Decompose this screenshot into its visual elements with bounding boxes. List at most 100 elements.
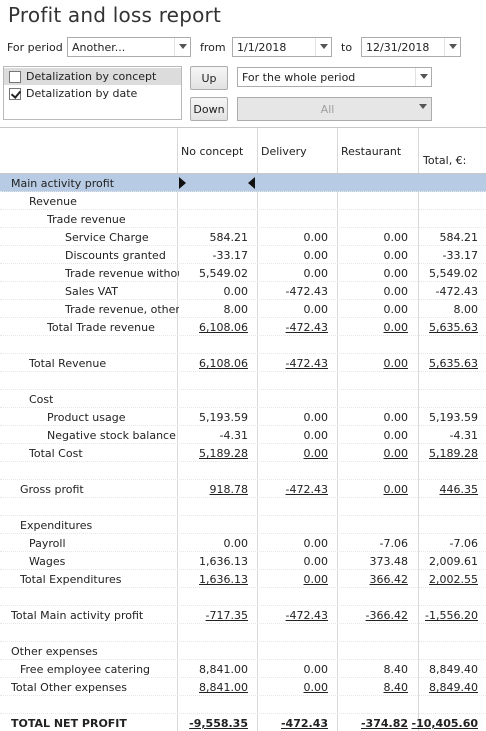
cell-value: 584.21 [209, 231, 249, 244]
table-row[interactable]: Total Trade revenue 6,108.06 -472.43 0.00 5,… [0, 318, 486, 336]
row-label: Free employee catering [20, 663, 151, 676]
spacer-row[interactable] [0, 624, 486, 642]
cell-value: 6,108.06 [199, 357, 248, 370]
cell-value: 0.00 [303, 573, 329, 586]
cell-value: -472.43 [285, 357, 328, 370]
row-label: Total Expenditures [20, 573, 122, 586]
chevron-down-icon[interactable] [415, 68, 431, 86]
cell-value: 1,636.13 [199, 573, 248, 586]
cell-value: 0.00 [383, 321, 409, 334]
row-label: Trade revenue [47, 213, 126, 226]
row-label: Total Other expenses [11, 681, 127, 694]
table-row[interactable]: Cost [0, 390, 486, 408]
to-date-value: 12/31/2018 [366, 41, 430, 54]
table-row[interactable]: Total Expenditures 1,636.13 0.00 366.42 2,00… [0, 570, 486, 588]
row-label: Sales VAT [65, 285, 118, 298]
period-select[interactable]: Another... [67, 37, 191, 57]
row-label: Product usage [47, 411, 126, 424]
table-row[interactable]: Discounts granted -33.17 0.00 0.00 -33.17 [0, 246, 486, 264]
cell-value: -472.43 [285, 609, 328, 622]
table-row[interactable]: Gross profit 918.78 -472.43 0.00 446.35 [0, 480, 486, 498]
option-detalization-by-date[interactable]: Detalization by date [4, 85, 181, 102]
table-row[interactable]: Wages 1,636.13 0.00 373.48 2,009.61 [0, 552, 486, 570]
column-header-delivery[interactable]: Delivery [261, 145, 307, 158]
table-row[interactable]: Free employee catering 8,841.00 0.00 8.40 8,… [0, 660, 486, 678]
cell-value: 2,009.61 [429, 555, 478, 568]
table-row[interactable]: Expenditures [0, 516, 486, 534]
chevron-down-icon[interactable] [315, 38, 331, 56]
table-row[interactable]: Trade revenue without … 5,549.02 0.00 0.00 5… [0, 264, 486, 282]
row-label: Total Cost [29, 447, 83, 460]
cell-value: 0.00 [383, 429, 409, 442]
cell-value: 366.42 [369, 573, 409, 586]
table-row[interactable]: TOTAL NET PROFIT -9,558.35 -472.43 -374.82-… [0, 714, 486, 731]
column-header-restaurant[interactable]: Restaurant [341, 145, 402, 158]
cell-value: 0.00 [383, 303, 409, 316]
row-label: Trade revenue, other [65, 303, 179, 316]
row-label: TOTAL NET PROFIT [11, 717, 127, 730]
table-row[interactable]: Negative stock balance a… -4.31 0.00 0.00 -4… [0, 426, 486, 444]
down-button[interactable]: Down [190, 97, 228, 121]
up-button[interactable]: Up [190, 66, 228, 90]
option-detalization-by-concept[interactable]: Detalization by concept [4, 68, 181, 85]
row-label: Gross profit [20, 483, 84, 496]
cell-value: 5,635.63 [429, 321, 478, 334]
cell-value: 0.00 [303, 249, 329, 262]
column-header-no-concept[interactable]: No concept [181, 145, 244, 158]
table-row[interactable]: Total Cost 5,189.28 0.00 0.00 5,189.28 [0, 444, 486, 462]
cell-value: 584.21 [439, 231, 479, 244]
table-row[interactable]: Total Revenue 6,108.06 -472.43 0.00 5,635.63 [0, 354, 486, 372]
table-row[interactable]: Payroll 0.00 0.00 -7.06 -7.06 [0, 534, 486, 552]
cell-value: -33.17 [212, 249, 248, 262]
table-row[interactable]: Main activity profit [0, 174, 486, 192]
cell-value: 8.40 [383, 681, 409, 694]
concept-checkbox[interactable] [9, 71, 21, 83]
cell-value: 0.00 [303, 303, 329, 316]
cell-value: -366.42 [365, 609, 408, 622]
cell-value: 373.48 [369, 555, 409, 568]
to-date-picker[interactable]: 12/31/2018 [361, 37, 461, 57]
spacer-row[interactable] [0, 696, 486, 714]
cell-value: -4.31 [219, 429, 248, 442]
cell-value: -7.06 [379, 537, 408, 550]
cell-value: 5,189.28 [429, 447, 478, 460]
chevron-down-icon[interactable] [174, 38, 190, 56]
table-row[interactable]: Trade revenue [0, 210, 486, 228]
table-row[interactable]: Total Other expenses 8,841.00 0.00 8.40 8,84… [0, 678, 486, 696]
table-row[interactable]: Other expenses [0, 642, 486, 660]
cell-value: 446.35 [439, 483, 479, 496]
period-scope-select[interactable]: For the whole period [237, 67, 432, 87]
spacer-row[interactable] [0, 588, 486, 606]
spacer-row[interactable] [0, 462, 486, 480]
row-label: Payroll [29, 537, 66, 550]
cell-value: -33.17 [442, 249, 478, 262]
cell-value: 8,841.00 [199, 663, 248, 676]
table-row[interactable]: Trade revenue, other 8.00 0.00 0.00 8.00 [0, 300, 486, 318]
chevron-down-icon[interactable] [444, 38, 460, 56]
page-title: Profit and loss report [8, 3, 221, 27]
date-checkbox[interactable] [9, 88, 21, 100]
cell-value: 0.00 [383, 267, 409, 280]
cell-value: 5,549.02 [199, 267, 248, 280]
cell-value: 5,635.63 [429, 357, 478, 370]
table-row[interactable]: Service Charge 584.21 0.00 0.00 584.21 [0, 228, 486, 246]
table-row[interactable]: Revenue [0, 192, 486, 210]
row-label: Discounts granted [65, 249, 166, 262]
spacer-row[interactable] [0, 498, 486, 516]
cell-value: 0.00 [303, 231, 329, 244]
cell-value: 2,002.55 [429, 573, 478, 586]
table-row[interactable]: Sales VAT 0.00 -472.43 0.00 -472.43 [0, 282, 486, 300]
spacer-row[interactable] [0, 372, 486, 390]
column-header-total[interactable]: Total, €: [423, 154, 467, 167]
from-date-picker[interactable]: 1/1/2018 [232, 37, 332, 57]
cell-value: -9,558.35 [189, 717, 248, 730]
table-row[interactable]: Product usage 5,193.59 0.00 0.00 5,193.59 [0, 408, 486, 426]
caret-right-icon [179, 177, 186, 189]
period-select-value: Another... [72, 41, 126, 54]
option-label: Detalization by concept [26, 70, 157, 83]
cell-value: 1,636.13 [199, 555, 248, 568]
spacer-row[interactable] [0, 336, 486, 354]
cell-value: 0.00 [383, 231, 409, 244]
period-scope-value: For the whole period [242, 71, 356, 84]
table-row[interactable]: Total Main activity profit -717.35 -472.43… [0, 606, 486, 624]
